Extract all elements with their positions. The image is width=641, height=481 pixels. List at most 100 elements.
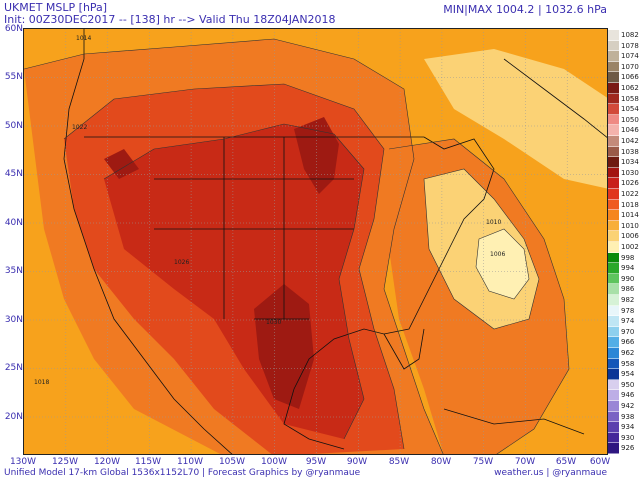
legend-value: 1022	[621, 190, 639, 198]
legend-level: 1074	[608, 51, 641, 62]
lat-label: 40N	[4, 218, 23, 228]
legend-value: 1038	[621, 147, 639, 156]
pressure-map[interactable]: 1014 1010 1006 1022 1026 1030 1018	[23, 28, 608, 455]
legend-level: 1030	[608, 167, 641, 179]
legend-value: 930	[621, 433, 635, 442]
legend-swatch	[608, 390, 619, 401]
legend-swatch	[608, 369, 619, 380]
legend-level: 970	[608, 326, 641, 338]
legend-swatch	[608, 167, 619, 179]
legend-level: 1078	[608, 40, 641, 52]
legend-value: 962	[621, 349, 635, 357]
legend-level: 946	[608, 390, 641, 401]
legend-level: 950	[608, 379, 641, 391]
legend-swatch	[608, 252, 619, 264]
lon-label: 100W	[260, 457, 288, 467]
lat-label: 30N	[4, 315, 23, 325]
legend-swatch	[608, 273, 619, 285]
legend-swatch	[608, 51, 619, 62]
legend-value: 1050	[621, 115, 639, 124]
legend-level: 938	[608, 411, 641, 423]
legend-value: 958	[621, 359, 635, 368]
legend-level: 1006	[608, 231, 641, 242]
legend-value: 954	[621, 370, 635, 379]
legend-swatch	[608, 199, 619, 211]
legend-level: 954	[608, 369, 641, 380]
lon-label: 80W	[430, 457, 452, 467]
legend-level: 978	[608, 305, 641, 317]
legend-value: 1074	[621, 52, 639, 61]
legend-value: 1014	[621, 211, 639, 220]
legend-swatch	[608, 316, 619, 327]
legend-level: 962	[608, 348, 641, 359]
legend-swatch	[608, 348, 619, 359]
legend-value: 926	[621, 444, 635, 453]
legend-value: 1034	[621, 158, 639, 167]
legend-swatch	[608, 411, 619, 423]
legend-swatch	[608, 114, 619, 126]
min-max-readout: MIN|MAX 1004.2 | 1032.6 hPa	[443, 3, 607, 16]
legend-swatch	[608, 210, 619, 221]
legend-level: 1050	[608, 114, 641, 126]
legend-value: 966	[621, 338, 635, 347]
legend-value: 1062	[621, 84, 639, 92]
legend-value: 974	[621, 317, 635, 326]
legend-value: 934	[621, 423, 635, 432]
legend-value: 1066	[621, 73, 639, 82]
legend-value: 1026	[621, 179, 639, 188]
lon-label: 115W	[134, 457, 162, 467]
legend-level: 994	[608, 263, 641, 274]
legend-value: 942	[621, 402, 635, 410]
lat-label: 55N	[4, 72, 23, 82]
legend-level: 1070	[608, 61, 641, 73]
legend-level: 1066	[608, 72, 641, 83]
legend-swatch	[608, 295, 619, 306]
lon-label: 105W	[218, 457, 246, 467]
contour-label: 1026	[174, 259, 190, 266]
legend-swatch	[608, 93, 619, 105]
contour-label: 1006	[490, 251, 506, 258]
legend-level: 1042	[608, 136, 641, 147]
legend-level: 998	[608, 252, 641, 264]
legend-swatch	[608, 30, 619, 41]
legend-value: 946	[621, 391, 635, 400]
legend-swatch	[608, 189, 619, 200]
legend-value: 938	[621, 412, 635, 421]
legend-level: 926	[608, 443, 641, 454]
legend-swatch	[608, 242, 619, 253]
legend-swatch	[608, 231, 619, 242]
legend-value: 1006	[621, 232, 639, 241]
legend-value: 970	[621, 327, 635, 336]
legend-value: 986	[621, 285, 635, 294]
lat-label: 25N	[4, 363, 23, 373]
legend-swatch	[608, 72, 619, 83]
lat-label: 20N	[4, 412, 23, 422]
legend-value: 1078	[621, 41, 639, 50]
site-credit[interactable]: weather.us | @ryanmaue	[494, 468, 607, 478]
legend-level: 986	[608, 284, 641, 295]
min-value: 1004.2	[495, 3, 535, 16]
lat-label: 45N	[4, 169, 23, 179]
contour-label: 1018	[34, 379, 50, 386]
coastlines	[63, 29, 607, 454]
legend-value: 990	[621, 274, 635, 283]
lon-label: 125W	[51, 457, 79, 467]
legend-swatch	[608, 104, 619, 115]
legend-swatch	[608, 263, 619, 274]
legend-value: 998	[621, 253, 635, 262]
legend-swatch	[608, 326, 619, 338]
legend-swatch	[608, 157, 619, 168]
legend-value: 1082	[621, 31, 639, 39]
lon-label: 130W	[9, 457, 37, 467]
legend-level: 1002	[608, 242, 641, 253]
contour-1014-ne	[424, 49, 607, 189]
isobar-lines	[24, 38, 570, 454]
lon-label: 65W	[555, 457, 577, 467]
legend-level: 1054	[608, 104, 641, 115]
minmax-prefix: MIN|MAX	[443, 3, 493, 16]
legend-value: 982	[621, 296, 635, 304]
lon-label: 85W	[388, 457, 410, 467]
legend-value: 1002	[621, 243, 639, 251]
legend-level: 1022	[608, 189, 641, 200]
legend-value: 1070	[621, 62, 639, 71]
